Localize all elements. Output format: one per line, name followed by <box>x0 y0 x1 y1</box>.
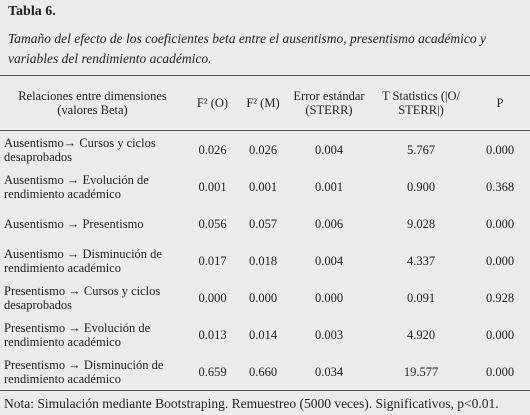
value-cell: 0.026 <box>198 142 227 157</box>
value-cell: 0.006 <box>314 216 344 231</box>
value-cell: 0.091 <box>406 290 436 305</box>
header-cell: T Statistics (|O/ STERR|) <box>382 89 460 117</box>
header-row: Relaciones entre dimensiones (valores Be… <box>0 75 530 131</box>
value-cell: 0.368 <box>485 179 515 194</box>
header-cell: P <box>496 96 504 110</box>
table-row: Ausentismo → Evolución de rendimiento ac… <box>0 168 530 205</box>
value-cell: 0.057 <box>248 216 278 231</box>
relation-cell: Ausentismo → Disminución de rendimiento … <box>4 246 162 275</box>
table-caption: Tamaño del efecto de los coeficientes be… <box>8 31 487 66</box>
value-cell: 4.920 <box>406 327 436 342</box>
value-cell: 0.018 <box>248 253 278 268</box>
header-cell: F² (M) <box>246 96 280 110</box>
table-row: Presentismo → Cursos y ciclos desaprobad… <box>0 279 530 316</box>
table-header: Relaciones entre dimensiones (valores Be… <box>0 75 530 131</box>
relation-cell: Ausentismo→ Cursos y ciclos desaprobados <box>4 135 156 164</box>
value-cell: 0.900 <box>406 179 436 194</box>
header-cell: F² (O) <box>196 96 229 110</box>
table-note: Nota: Simulación mediante Bootstraping. … <box>4 396 499 411</box>
value-cell: 5.767 <box>406 142 436 157</box>
relation-cell: Presentismo → Cursos y ciclos desaprobad… <box>4 283 161 312</box>
table-row: Ausentismo → Disminución de rendimiento … <box>0 242 530 279</box>
table-row: Ausentismo→ Cursos y ciclos desaprobados… <box>0 131 530 169</box>
value-cell: 0.000 <box>485 327 515 342</box>
value-cell: 0.017 <box>198 253 227 268</box>
table-body: Ausentismo→ Cursos y ciclos desaprobados… <box>0 131 530 391</box>
header-cell: Relaciones entre dimensiones (valores Be… <box>18 89 167 117</box>
value-cell: 0.000 <box>485 253 515 268</box>
header-cell: Error estándar (STERR) <box>293 89 365 117</box>
table-row: Presentismo → Disminución de rendimiento… <box>0 353 530 391</box>
value-cell: 0.000 <box>314 290 344 305</box>
value-cell: 0.000 <box>485 364 515 379</box>
value-cell: 0.034 <box>314 364 344 379</box>
value-cell: 0.928 <box>485 290 515 305</box>
value-cell: 0.004 <box>314 253 344 268</box>
value-cell: 0.056 <box>198 216 227 231</box>
table: Relaciones entre dimensiones (valores Be… <box>0 75 530 391</box>
value-cell: 0.000 <box>248 290 278 305</box>
table-row: Ausentismo → Presentismo 0.056 0.057 0.006 9… <box>0 205 530 242</box>
value-cell: 0.000 <box>198 290 227 305</box>
value-cell: 9.028 <box>406 216 436 231</box>
relation-cell: Ausentismo → Evolución de rendimiento ac… <box>4 172 149 201</box>
value-cell: 0.660 <box>248 364 278 379</box>
relation-cell: Presentismo → Evolución de rendimiento a… <box>4 320 151 349</box>
value-cell: 0.013 <box>198 327 227 342</box>
value-cell: 0.003 <box>314 327 344 342</box>
table-title: Tabla 6. <box>8 4 56 19</box>
value-cell: 0.000 <box>485 142 515 157</box>
relation-cell: Presentismo → Disminución de rendimiento… <box>4 357 164 386</box>
value-cell: 0.659 <box>198 364 227 379</box>
value-cell: 0.001 <box>314 179 344 194</box>
value-cell: 4.337 <box>406 253 436 268</box>
value-cell: 19.577 <box>403 364 439 379</box>
value-cell: 0.014 <box>248 327 278 342</box>
value-cell: 0.001 <box>248 179 278 194</box>
relation-cell: Ausentismo → Presentismo <box>4 216 144 231</box>
value-cell: 0.001 <box>198 179 227 194</box>
table-row: Presentismo → Evolución de rendimiento a… <box>0 316 530 353</box>
value-cell: 0.004 <box>314 142 344 157</box>
value-cell: 0.000 <box>485 216 515 231</box>
value-cell: 0.026 <box>248 142 278 157</box>
